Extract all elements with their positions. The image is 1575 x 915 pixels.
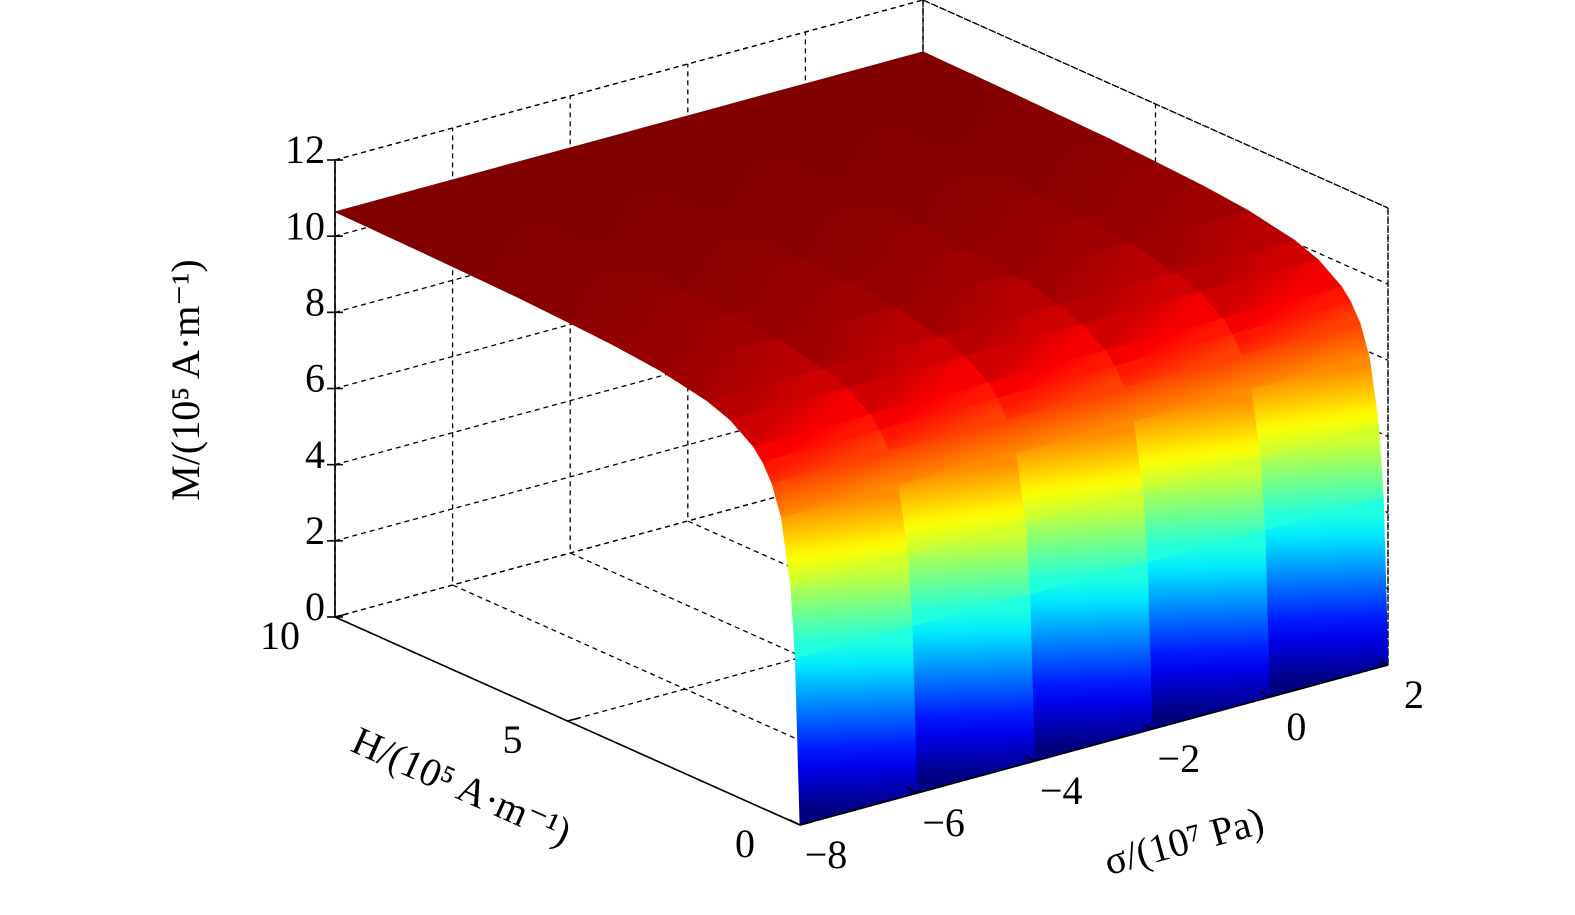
surface-patch (1030, 561, 1154, 762)
y-tick-label: 5 (503, 717, 523, 762)
surface-patch (912, 593, 1036, 794)
surface-patch (794, 625, 919, 826)
y-tick-label: 10 (260, 613, 300, 658)
axes: 0 2 4 6 8 10 12 0 5 10 −8 −6 −4 −2 0 2 (260, 127, 1424, 877)
x-tick (1024, 755, 1036, 762)
y-tick (334, 613, 348, 618)
z-tick-label: 8 (305, 280, 325, 325)
z-tick-label: 12 (285, 127, 325, 172)
grid-line (334, 0, 1389, 209)
x-axis-label: σ/(10⁷ Pa) (1099, 798, 1268, 884)
z-axis-label: M/(10⁵ A·m⁻¹) (163, 259, 208, 500)
surface-patch (1265, 497, 1389, 698)
z-tick-label: 6 (305, 356, 325, 401)
surface (333, 51, 1389, 826)
x-tick (1377, 659, 1389, 666)
z-tick-label: 10 (285, 203, 325, 248)
y-tick (799, 821, 813, 826)
x-tick-label: 2 (1404, 672, 1424, 717)
x-tick-label: −8 (805, 832, 848, 877)
y-tick (567, 717, 580, 722)
x-tick (789, 819, 801, 826)
surface-patch (1147, 529, 1271, 730)
z-tick-label: 0 (305, 584, 325, 629)
x-tick-label: −2 (1158, 736, 1201, 781)
y-axis-label: H/(10⁵ A·m⁻¹) (345, 718, 578, 855)
x-tick (1260, 691, 1271, 698)
y-tick-label: 0 (735, 821, 755, 866)
x-tick-label: −6 (922, 800, 965, 845)
z-tick-label: 2 (305, 508, 325, 553)
grid-line (451, 128, 918, 794)
x-axis (799, 664, 1389, 826)
x-tick (1142, 723, 1154, 730)
x-tick-label: −4 (1040, 768, 1083, 813)
z-tick-label: 4 (305, 432, 325, 477)
x-tick (907, 787, 918, 794)
x-tick-label: 0 (1286, 704, 1306, 749)
